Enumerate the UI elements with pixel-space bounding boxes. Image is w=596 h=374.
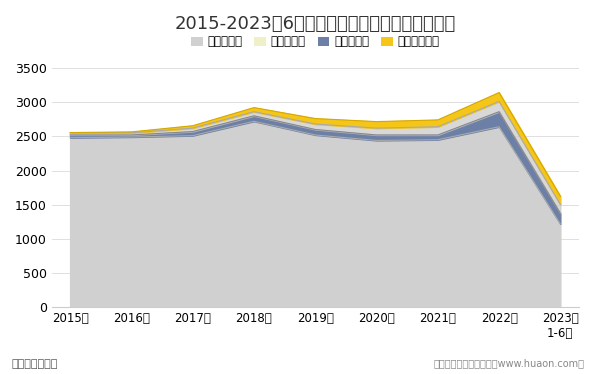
- Title: 2015-2023年6月河南省各发电类型发电量统计图: 2015-2023年6月河南省各发电类型发电量统计图: [175, 15, 456, 33]
- Text: 单位：亿千瓦时: 单位：亿千瓦时: [12, 359, 58, 368]
- Legend: 火力发电量, 风力发电量, 水力发电量, 太阳能发电量: 火力发电量, 风力发电量, 水力发电量, 太阳能发电量: [187, 31, 444, 53]
- Text: 制图：华经产业研究院（www.huaon.com）: 制图：华经产业研究院（www.huaon.com）: [433, 359, 584, 368]
